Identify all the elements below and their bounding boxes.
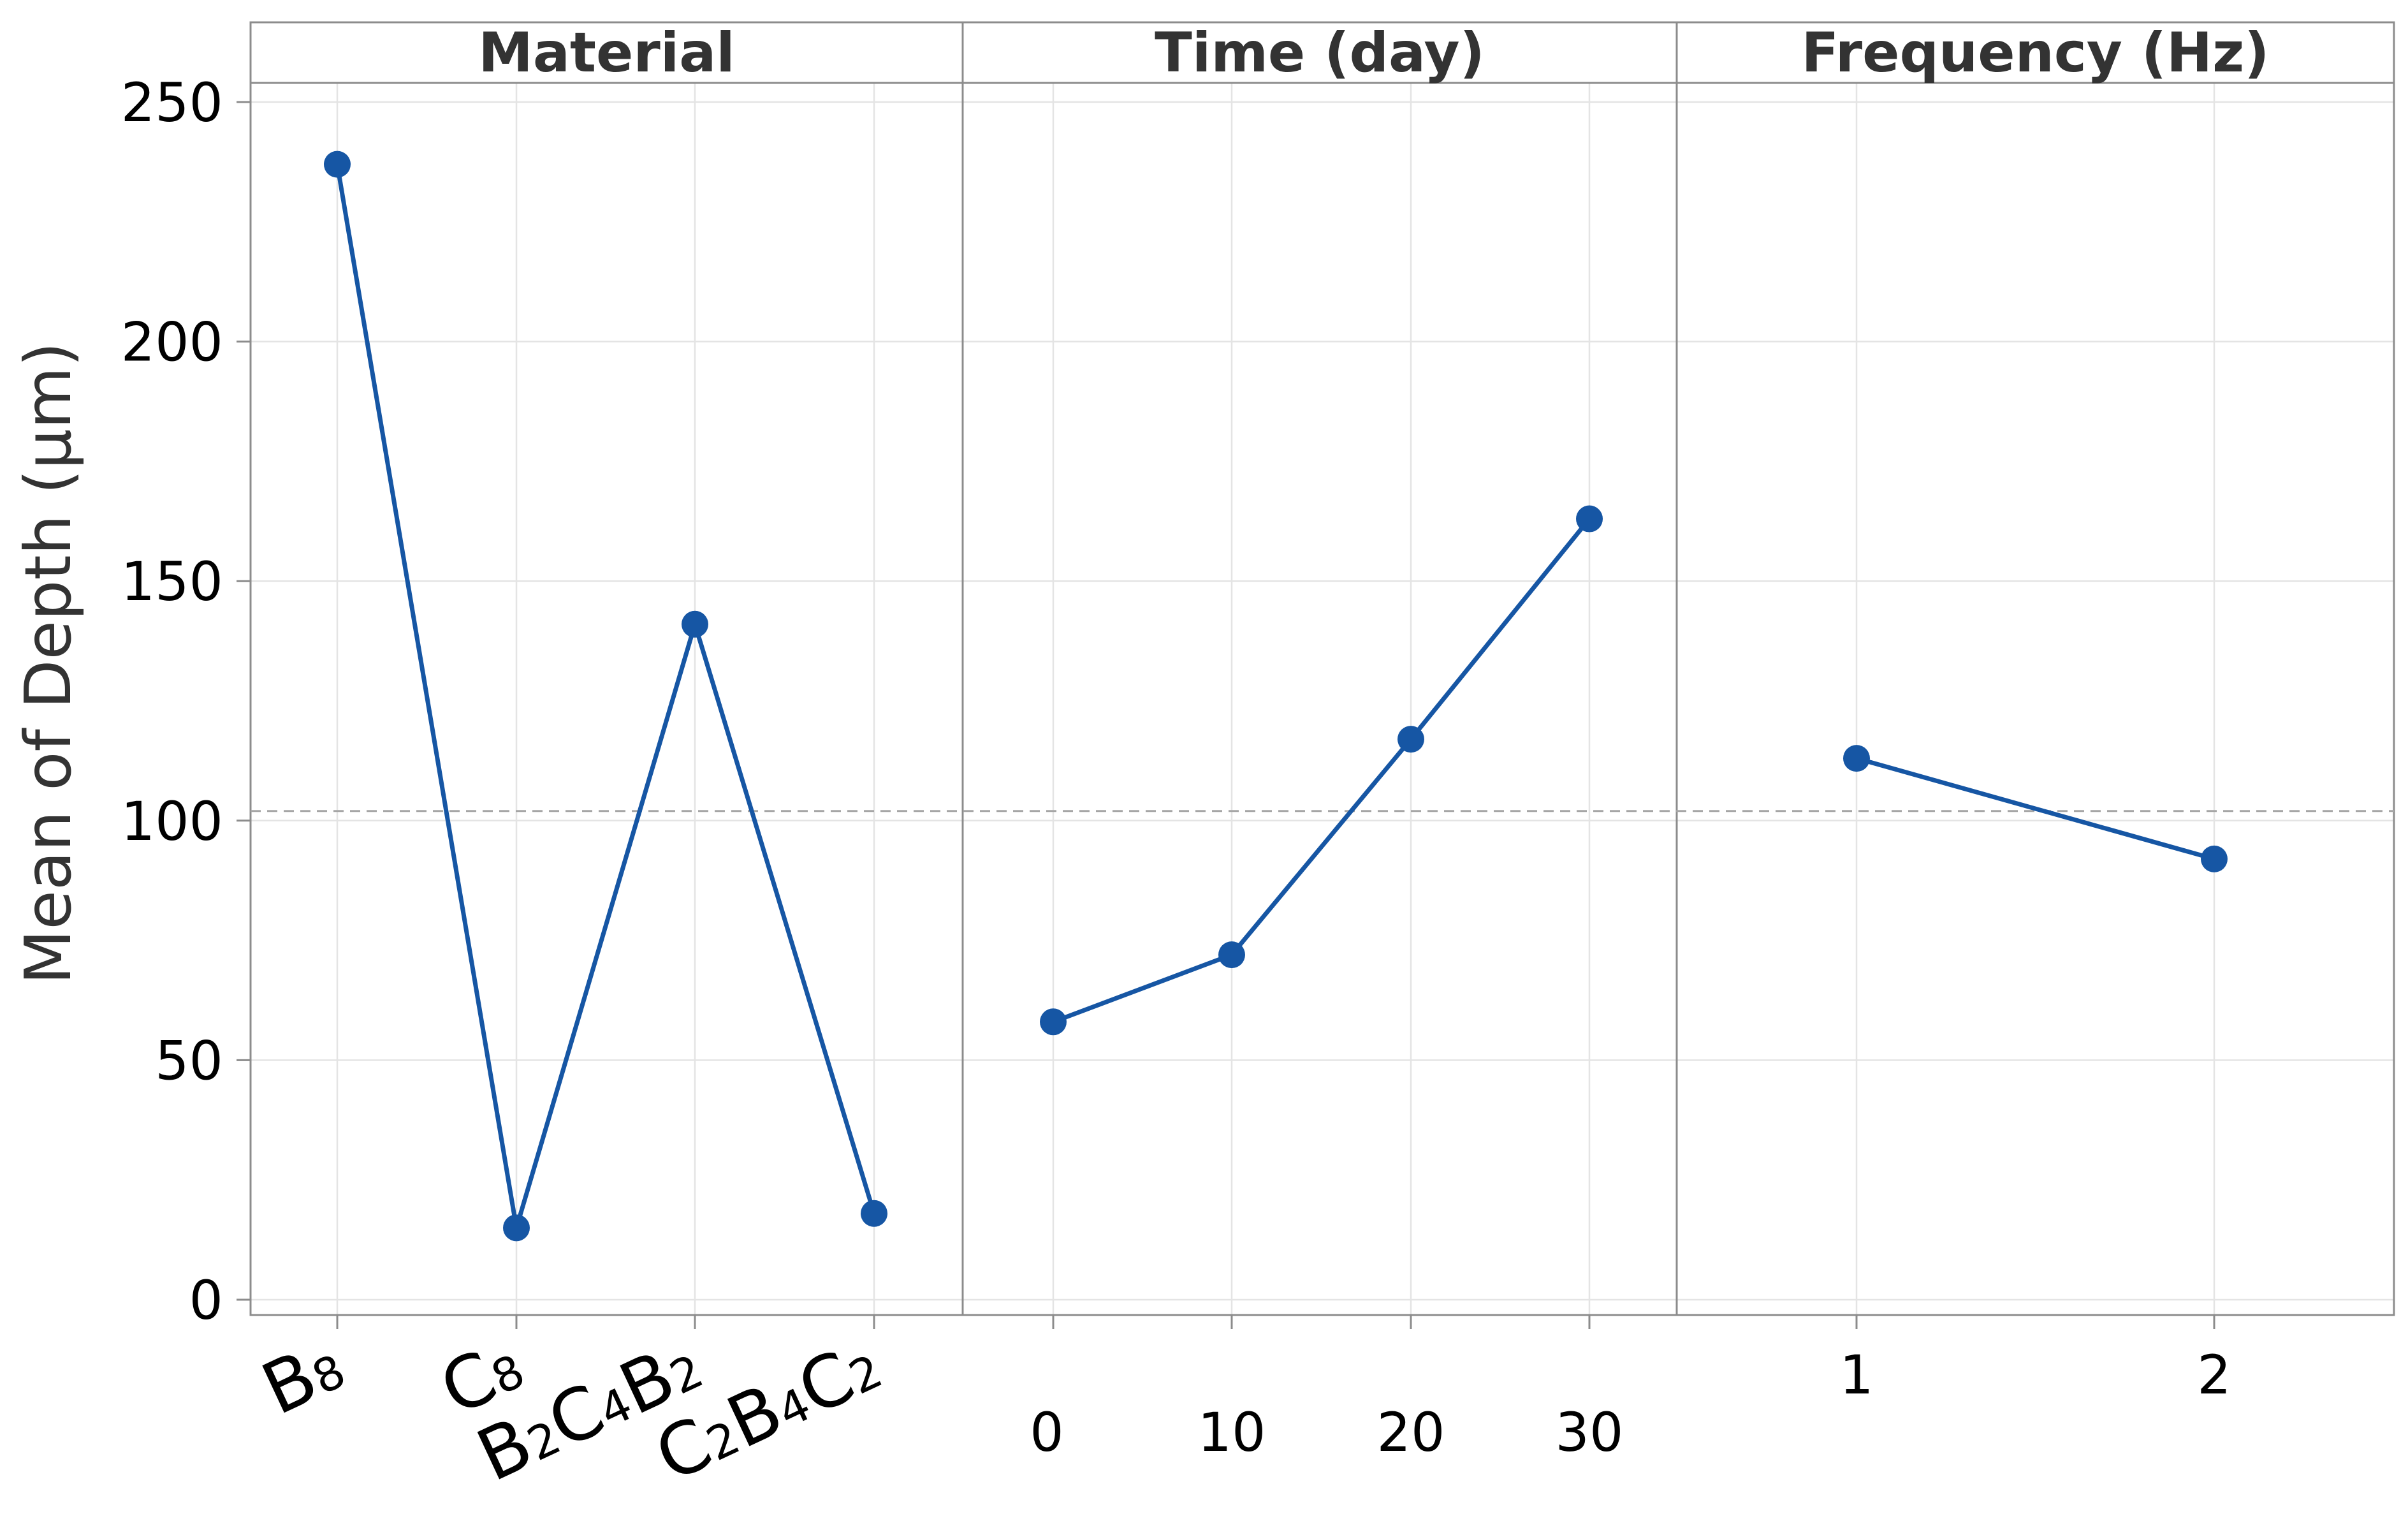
data-point bbox=[861, 1200, 887, 1227]
panel-title: Frequency (Hz) bbox=[1802, 21, 2270, 85]
data-point bbox=[503, 1214, 530, 1242]
x-tick-label: 1 bbox=[1839, 1344, 1873, 1406]
y-tick-label: 250 bbox=[121, 71, 223, 134]
y-tick-label: 50 bbox=[155, 1029, 223, 1092]
gridlines bbox=[251, 83, 2394, 1315]
series-line bbox=[1052, 517, 1591, 1024]
panel-titles: Material Time (day) Frequency (Hz) bbox=[478, 21, 2269, 85]
data-point bbox=[1397, 726, 1424, 753]
x-tick-label: 0 bbox=[1030, 1401, 1063, 1464]
y-tick-label: 150 bbox=[121, 550, 223, 613]
y-tick-label: 0 bbox=[189, 1269, 223, 1332]
x-tick-label: 30 bbox=[1556, 1401, 1624, 1464]
x-tick-label: B2C4B2 bbox=[465, 1323, 714, 1498]
plot-border bbox=[249, 21, 2395, 1316]
data-point bbox=[1843, 745, 1870, 772]
x-tick-label: 2 bbox=[2197, 1344, 2231, 1406]
series-line bbox=[1856, 756, 2215, 862]
x-tick-label: 10 bbox=[1198, 1401, 1266, 1464]
panel-title: Time (day) bbox=[1155, 21, 1485, 85]
x-tick-label: B8 bbox=[250, 1323, 356, 1432]
data-point bbox=[2201, 845, 2228, 872]
data-point bbox=[1218, 941, 1245, 969]
y-tick-label: 100 bbox=[121, 790, 223, 853]
panel-title: Material bbox=[478, 21, 734, 85]
data-point bbox=[682, 610, 708, 638]
data-point bbox=[324, 151, 351, 178]
data-point bbox=[1576, 505, 1603, 533]
x-tick-label: 20 bbox=[1377, 1401, 1445, 1464]
plot-frame bbox=[249, 21, 2395, 1316]
y-tick-label: 200 bbox=[121, 311, 223, 374]
data-point bbox=[1040, 1008, 1067, 1036]
y-axis-label: Mean of Depth (µm) bbox=[11, 342, 85, 985]
data-series bbox=[324, 151, 2228, 1242]
series-line bbox=[335, 164, 877, 1230]
